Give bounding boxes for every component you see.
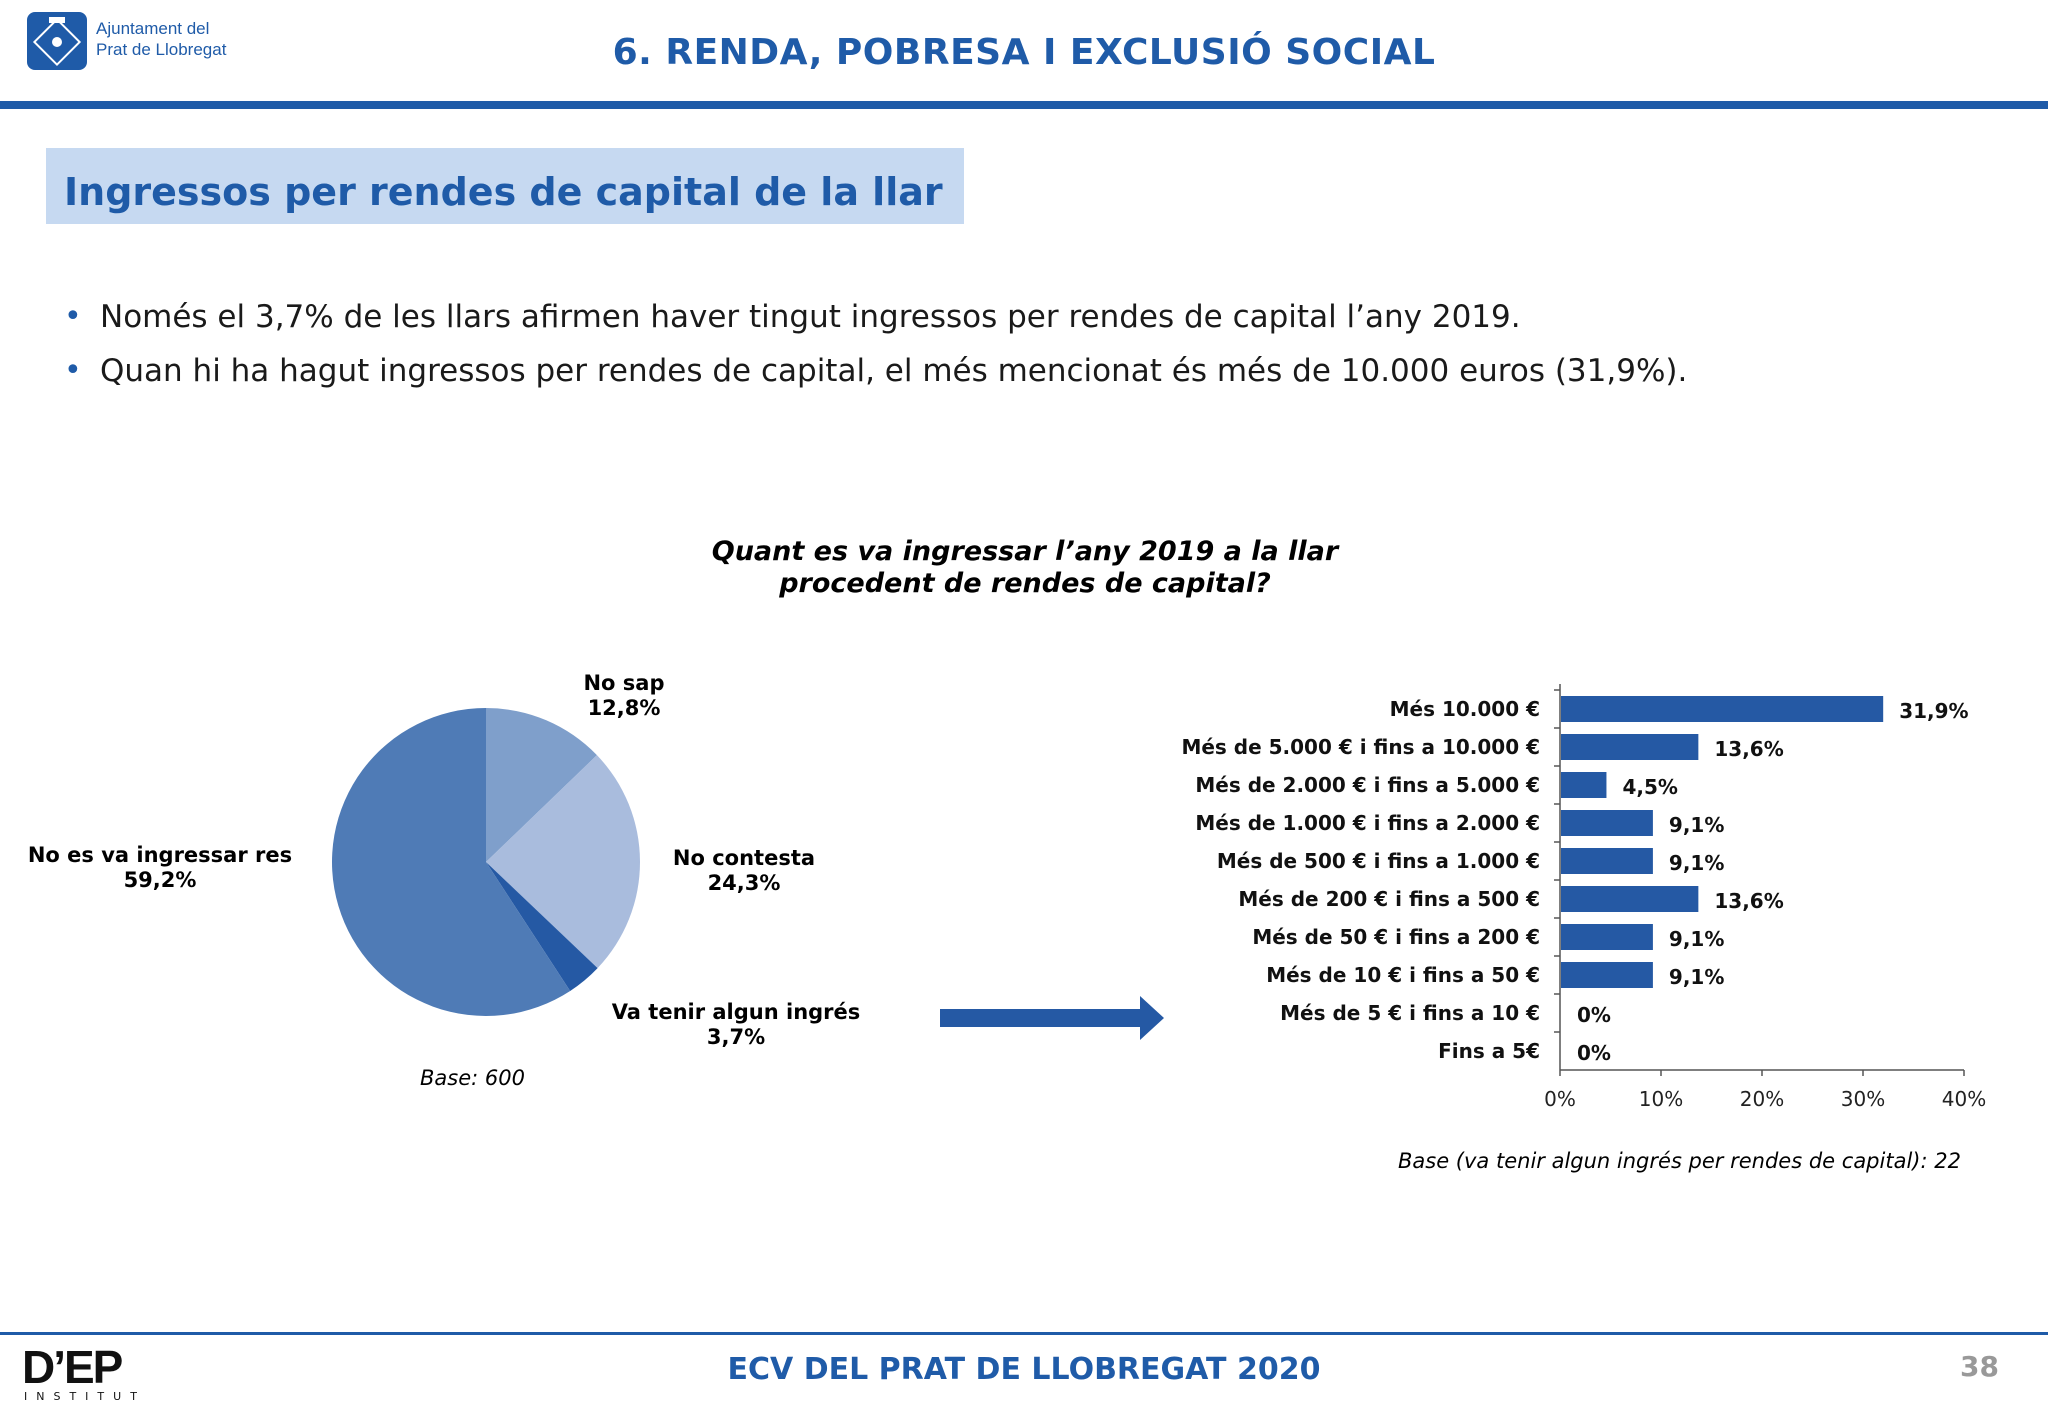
right-arrow-icon xyxy=(940,996,1164,1040)
municipal-logo xyxy=(27,12,87,70)
category-label: Més de 5.000 € i fins a 10.000 € xyxy=(1181,735,1540,759)
pie-label-value: 12,8% xyxy=(587,696,661,720)
pie-label-no-contesta: No contesta 24,3% xyxy=(664,846,824,896)
bar-value-label: 0% xyxy=(1577,1003,1611,1027)
pie-slice-2 xyxy=(486,862,598,991)
bar xyxy=(1561,772,1607,798)
chart-title: Quant es va ingressar l’any 2019 a la ll… xyxy=(620,536,1430,600)
category-label: Més 10.000 € xyxy=(1390,697,1540,721)
pie-slice-1 xyxy=(486,755,640,969)
bullet-item: • Només el 3,7% de les llars afirmen hav… xyxy=(60,292,1687,346)
dep-logo: D’EP xyxy=(22,1341,123,1393)
page-number: 38 xyxy=(1960,1350,1999,1383)
x-tick-label: 10% xyxy=(1639,1087,1683,1111)
bar xyxy=(1561,924,1653,950)
category-label: Més de 5 € i fins a 10 € xyxy=(1280,1001,1540,1025)
x-tick-label: 0% xyxy=(1544,1087,1576,1111)
bar xyxy=(1561,734,1699,760)
pie-slice-3 xyxy=(331,708,571,1016)
x-tick-label: 20% xyxy=(1740,1087,1784,1111)
coat-of-arms-icon xyxy=(32,17,82,67)
org-name-line2: Prat de Llobregat xyxy=(96,40,227,59)
pie-label-name: No es va ingressar res xyxy=(27,843,293,867)
category-label: Fins a 5€ xyxy=(1438,1039,1540,1063)
bar-value-label: 9,1% xyxy=(1669,927,1724,951)
pie-chart xyxy=(331,708,640,1016)
header-divider xyxy=(0,101,2048,109)
pie-label-name: Va tenir algun ingrés xyxy=(611,1000,861,1024)
bar-chart: 0% 10% 20% 30% 40% Més 10.000 € 31,9% Més de 5.… xyxy=(1181,684,1986,1111)
bar xyxy=(1561,886,1699,912)
section-heading-box xyxy=(46,148,964,224)
pie-label-name: No contesta xyxy=(672,846,816,870)
section-title: Ingressos per rendes de capital de la ll… xyxy=(64,170,943,214)
bar xyxy=(1561,962,1653,988)
bar-value-label: 0% xyxy=(1577,1041,1611,1065)
bar-value-label: 4,5% xyxy=(1622,775,1677,799)
bar-value-label: 13,6% xyxy=(1714,737,1783,761)
bullet-list: • Només el 3,7% de les llars afirmen hav… xyxy=(60,292,1687,400)
category-label: Més de 500 € i fins a 1.000 € xyxy=(1217,849,1540,873)
category-label: Més de 50 € i fins a 200 € xyxy=(1252,925,1540,949)
bar-value-label: 9,1% xyxy=(1669,851,1724,875)
bar-value-label: 9,1% xyxy=(1669,965,1724,989)
bullet-text: Quan hi ha hagut ingressos per rendes de… xyxy=(100,353,1688,389)
bar xyxy=(1561,810,1653,836)
org-name: Ajuntament del Prat de Llobregat xyxy=(96,18,226,60)
category-label: Més de 200 € i fins a 500 € xyxy=(1238,887,1540,911)
org-name-line1: Ajuntament del xyxy=(96,19,210,38)
page-title: 6. RENDA, POBRESA I EXCLUSIÓ SOCIAL xyxy=(612,32,1436,73)
pie-label-value: 3,7% xyxy=(706,1025,766,1049)
category-label: Més de 1.000 € i fins a 2.000 € xyxy=(1195,811,1540,835)
bar-value-label: 13,6% xyxy=(1714,889,1783,913)
category-label: Més de 10 € i fins a 50 € xyxy=(1266,963,1540,987)
bar-value-label: 31,9% xyxy=(1899,699,1968,723)
bar-value-label: 9,1% xyxy=(1669,813,1724,837)
pie-slice-0 xyxy=(486,708,597,862)
bullet-item: • Quan hi ha hagut ingressos per rendes … xyxy=(60,346,1687,400)
bar xyxy=(1561,848,1653,874)
pie-label-va-tenir-ingres: Va tenir algun ingrés 3,7% xyxy=(606,1000,866,1050)
footer-title: ECV DEL PRAT DE LLOBREGAT 2020 xyxy=(727,1352,1321,1387)
x-tick-label: 30% xyxy=(1841,1087,1885,1111)
pie-label-no-sap: No sap 12,8% xyxy=(574,671,674,721)
pie-label-name: No sap xyxy=(583,671,665,695)
pie-label-value: 59,2% xyxy=(123,868,197,892)
bar xyxy=(1561,696,1884,722)
x-tick-label: 40% xyxy=(1942,1087,1986,1111)
dep-logo-subtitle: INSTITUT xyxy=(24,1390,146,1403)
bullet-dot-icon: • xyxy=(64,353,82,388)
pie-label-no-ingres: No es va ingressar res 59,2% xyxy=(20,843,300,893)
pie-base-note: Base: 600 xyxy=(420,1066,525,1090)
footer-divider xyxy=(0,1332,2048,1335)
bar-base-note: Base (va tenir algun ingrés per rendes d… xyxy=(1398,1149,1961,1173)
pie-label-value: 24,3% xyxy=(707,871,781,895)
chart-title-line2: procedent de rendes de capital? xyxy=(779,568,1271,599)
bullet-text: Només el 3,7% de les llars afirmen haver… xyxy=(100,299,1521,335)
chart-title-line1: Quant es va ingressar l’any 2019 a la ll… xyxy=(711,536,1339,567)
category-label: Més de 2.000 € i fins a 5.000 € xyxy=(1195,773,1540,797)
bullet-dot-icon: • xyxy=(64,299,82,334)
